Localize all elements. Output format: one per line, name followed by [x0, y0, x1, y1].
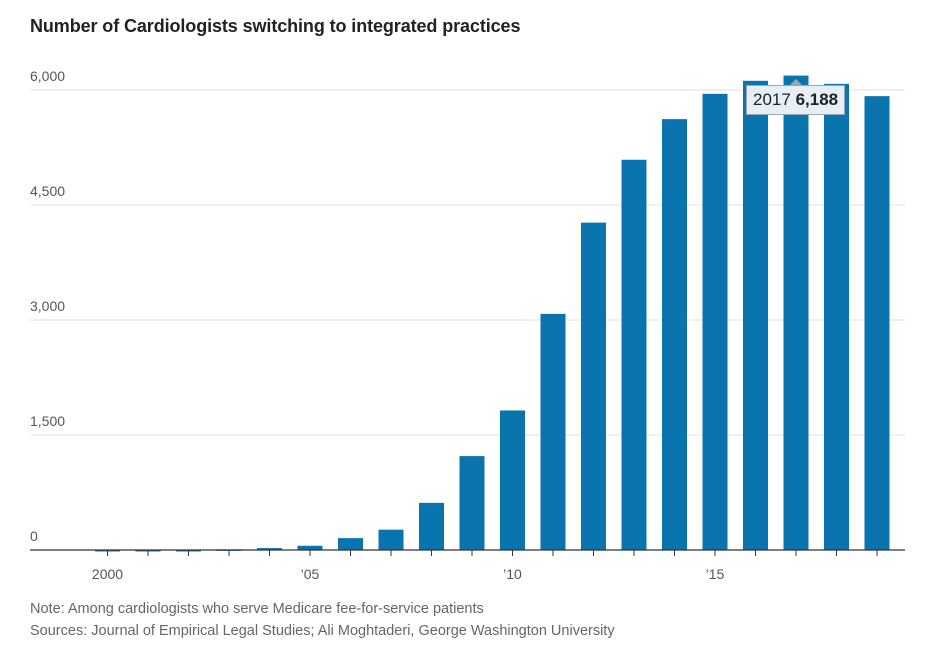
- bar-2004[interactable]: [257, 548, 282, 550]
- x-tick-label: 2000: [92, 566, 123, 582]
- gridlines: [30, 89, 905, 436]
- bar-2012[interactable]: [581, 222, 606, 550]
- x-tick-label: ’15: [706, 566, 725, 582]
- tooltip-year: 2017: [753, 90, 791, 109]
- chart-notes: Note: Among cardiologists who serve Medi…: [30, 598, 615, 642]
- bar-2005[interactable]: [297, 545, 323, 550]
- bar-2006[interactable]: [338, 538, 363, 550]
- bar-2008[interactable]: [419, 502, 444, 550]
- bar-2016[interactable]: [743, 80, 768, 551]
- x-axis: 2000 ’05 ’10 ’15: [30, 549, 905, 582]
- tooltip-arrow: [790, 79, 802, 85]
- bars: [95, 75, 890, 552]
- y-axis-labels: 0 1,500 3,000 4,500 6,000: [30, 68, 65, 544]
- chart-title: Number of Cardiologists switching to int…: [30, 16, 521, 36]
- note-text: Note: Among cardiologists who serve Medi…: [30, 601, 484, 617]
- value-tooltip: 2017 6,188: [746, 85, 846, 115]
- y-tick-label: 4,500: [30, 183, 65, 199]
- bar-2007[interactable]: [378, 529, 404, 550]
- bar-chart: 0 1,500 3,000 4,500 6,000 2000 ’05 ’10 ’15: [30, 68, 905, 582]
- sources-text: Sources: Journal of Empirical Legal Stud…: [30, 623, 615, 639]
- bar-2011[interactable]: [540, 313, 566, 550]
- bar-2019[interactable]: [864, 96, 890, 550]
- bar-2014[interactable]: [662, 119, 687, 550]
- tooltip-value: 6,188: [795, 90, 839, 109]
- y-tick-label: 3,000: [30, 298, 65, 314]
- bar-2010[interactable]: [500, 410, 525, 550]
- bar-2009[interactable]: [459, 456, 485, 550]
- bar-2017[interactable]: [783, 75, 809, 550]
- x-tick-label: ’10: [503, 566, 522, 582]
- bar-2015[interactable]: [702, 93, 728, 550]
- y-tick-label: 1,500: [30, 413, 65, 429]
- x-tick-label: ’05: [301, 566, 320, 582]
- y-tick-label: 0: [30, 528, 38, 544]
- bar-2018[interactable]: [824, 83, 849, 550]
- bar-2013[interactable]: [621, 159, 647, 550]
- y-tick-label: 6,000: [30, 68, 65, 84]
